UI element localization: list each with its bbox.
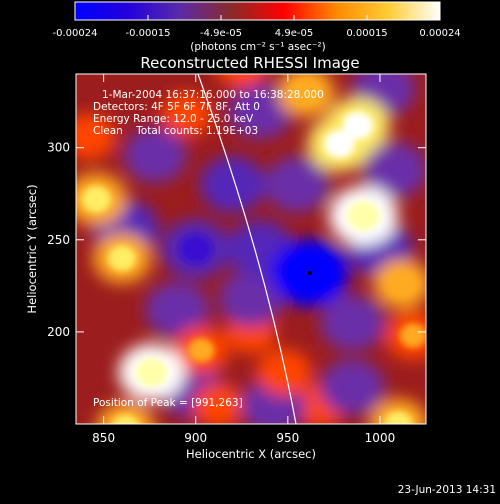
plot-frame [75, 73, 427, 425]
y-tick-label: 250 [47, 233, 70, 247]
heat-blob-core [292, 80, 320, 105]
heat-blob-positive [369, 398, 426, 424]
heat-blob-core [135, 358, 168, 387]
colorbar-tick-label: 0.00024 [419, 28, 460, 39]
minimum-marker [307, 270, 312, 275]
y-tick-label: 200 [47, 325, 70, 339]
heat-blob-core [342, 111, 374, 140]
colorbar-units-label: (photons cm⁻² s⁻¹ asec⁻²) [190, 41, 325, 53]
heat-blob-core [108, 245, 136, 271]
y-tick-label: 300 [47, 141, 70, 155]
colorbar-tick-label: -4.9e-05 [200, 28, 242, 39]
heat-blob-negative [218, 270, 284, 327]
colorbar [74, 1, 441, 21]
annotation-time-range: 1-Mar-2004 16:37:16.000 to 16:38:28.000 [102, 89, 324, 101]
heat-blob-core [187, 338, 215, 363]
x-tick-label: 850 [92, 431, 115, 445]
x-tick-label: 950 [276, 431, 299, 445]
annotation-peak-position: Position of Peak = [991,263] [93, 397, 243, 409]
heat-blob-core [179, 234, 213, 264]
annotation-clean: Clean Total counts: 1.19E+03 [93, 125, 258, 137]
heat-blob-positive [257, 348, 312, 397]
heat-blob-core [388, 271, 416, 297]
x-axis-ticks: 850 900 950 1000 [92, 74, 395, 445]
heat-blob-core [81, 186, 111, 213]
colorbar-tick-labels: -0.00024 -0.00015 -4.9e-05 4.9e-05 0.00015 0.… [53, 28, 461, 39]
annotation-energy: Energy Range: 12.0 - 25.0 keV [93, 113, 254, 125]
heat-blob-positive [192, 383, 243, 424]
footer-date: 23-Jun-2013 14:31 [398, 484, 496, 496]
annotation-detectors: Detectors: 4F 5F 6F 7F 8F, Att 0 [93, 101, 260, 113]
heat-blob-negative [319, 358, 385, 416]
colorbar-tick-label: -0.00024 [53, 28, 98, 39]
heat-blob-core [399, 323, 426, 348]
heat-blob-negative [199, 155, 266, 214]
heat-blob-negative [227, 82, 293, 140]
heat-blob-core [112, 415, 140, 424]
heat-blob-negative [144, 281, 210, 338]
y-axis-label: Heliocentric Y (arcsec) [25, 184, 39, 313]
heat-blob-positive [96, 402, 155, 424]
heat-blob-core [346, 200, 380, 231]
x-tick-label: 1000 [365, 431, 396, 445]
heat-blob-negative [319, 294, 385, 351]
heat-blob-positive [161, 92, 212, 137]
colorbar-tick-label: 4.9e-05 [275, 28, 313, 39]
heatmap-area [76, 74, 426, 424]
heat-blob-positive [217, 74, 267, 88]
colorbar-ticks [74, 15, 441, 20]
heat-blob-positive [76, 113, 116, 160]
x-tick-label: 900 [184, 431, 207, 445]
x-axis-label: Heliocentric X (arcsec) [186, 447, 316, 461]
colorbar-tick-label: 0.00015 [346, 28, 387, 39]
heat-blob-core [384, 411, 413, 424]
heat-blob-negative [123, 127, 188, 183]
colorbar-tick-label: -0.00015 [126, 28, 171, 39]
solar-limb-line [197, 74, 297, 424]
heat-blob-core [324, 130, 355, 158]
heat-blob-negative [264, 156, 330, 213]
chart-title: Reconstructed RHESSI Image [140, 54, 359, 72]
heat-blob-negative [362, 141, 426, 198]
y-axis-ticks: 200 250 300 [47, 141, 426, 339]
